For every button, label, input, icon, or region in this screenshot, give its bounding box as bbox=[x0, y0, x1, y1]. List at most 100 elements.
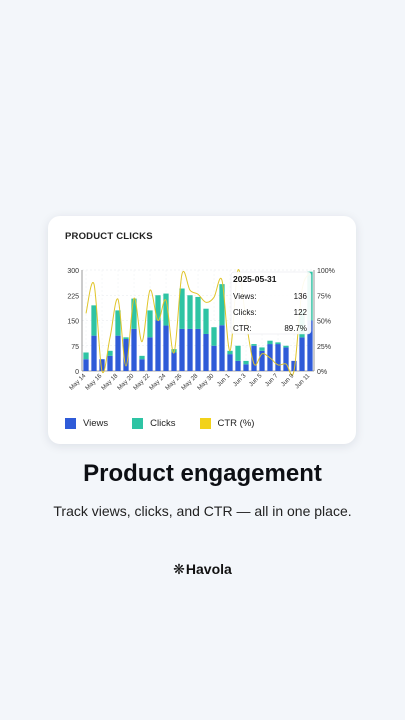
bar-views bbox=[147, 337, 153, 371]
bar-views bbox=[139, 359, 145, 371]
bar-clicks bbox=[139, 355, 145, 360]
bar-views bbox=[227, 354, 233, 371]
bar-views bbox=[283, 347, 289, 371]
bar-views bbox=[99, 359, 105, 371]
bar-clicks bbox=[251, 344, 257, 346]
chart-legend: Views Clicks CTR (%) bbox=[65, 418, 278, 429]
tooltip-label: Views: bbox=[233, 292, 257, 301]
brand-name: Havola bbox=[185, 561, 232, 577]
y-tick-label: 150 bbox=[67, 319, 79, 326]
x-tick-label: Jun 11 bbox=[294, 372, 312, 390]
bar-clicks bbox=[235, 345, 241, 361]
bar-views bbox=[275, 344, 281, 371]
legend-item-ctr[interactable]: CTR (%) bbox=[199, 418, 255, 429]
bar-clicks bbox=[219, 284, 225, 326]
bar-clicks bbox=[91, 305, 97, 336]
bar-clicks bbox=[267, 340, 273, 345]
x-tick-label: Jun 3 bbox=[232, 372, 248, 388]
legend-swatch-clicks bbox=[132, 418, 144, 429]
bar-clicks bbox=[283, 345, 289, 348]
bar-views bbox=[83, 359, 89, 371]
tooltip-value: 89.7% bbox=[284, 324, 307, 333]
y2-tick-label: 0% bbox=[317, 369, 327, 376]
bar-clicks bbox=[131, 298, 137, 329]
bar-clicks bbox=[163, 293, 169, 326]
x-tick-label: Jun 1 bbox=[216, 372, 232, 388]
x-tick-label: Jun 5 bbox=[248, 372, 264, 388]
bar-views bbox=[155, 320, 161, 371]
bar-clicks bbox=[147, 310, 153, 338]
legend-swatch-views bbox=[65, 418, 76, 429]
bar-views bbox=[251, 345, 257, 371]
bar-views bbox=[211, 345, 217, 371]
bar-views bbox=[235, 360, 241, 371]
bar-views bbox=[291, 360, 297, 371]
y2-tick-label: 75% bbox=[317, 293, 331, 300]
bar-clicks bbox=[155, 295, 161, 321]
bar-clicks bbox=[195, 296, 201, 329]
brand-symbol-icon: ❋ bbox=[173, 561, 185, 577]
bar-views bbox=[91, 335, 97, 371]
bar-views bbox=[179, 328, 185, 371]
bar-clicks bbox=[83, 352, 89, 360]
y2-tick-label: 100% bbox=[317, 268, 335, 275]
y2-tick-label: 50% bbox=[317, 319, 331, 326]
bar-views bbox=[219, 325, 225, 371]
bar-views bbox=[195, 328, 201, 371]
bar-clicks bbox=[211, 327, 217, 346]
bar-views bbox=[259, 350, 265, 371]
bar-views bbox=[123, 339, 129, 371]
bar-clicks bbox=[203, 308, 209, 334]
bar-views bbox=[299, 337, 305, 371]
bar-views bbox=[243, 364, 249, 371]
bar-clicks bbox=[275, 342, 281, 345]
tooltip-row-clicks: Clicks: 122 bbox=[233, 308, 307, 317]
bar-clicks bbox=[227, 350, 233, 355]
bar-clicks bbox=[171, 349, 177, 353]
tooltip-row-ctr: CTR: 89.7% bbox=[233, 324, 307, 333]
chart-tooltip: 2025-05-31 Views: 136 Clicks: 122 CTR: 8… bbox=[233, 274, 307, 340]
x-tick-label: Jun 7 bbox=[264, 372, 280, 388]
y2-tick-label: 25% bbox=[317, 344, 331, 351]
ctr-line bbox=[85, 269, 311, 376]
bar-clicks bbox=[259, 347, 265, 351]
bar-clicks bbox=[115, 310, 121, 336]
bar-views bbox=[203, 333, 209, 371]
y-tick-label: 0 bbox=[75, 369, 79, 376]
tooltip-label: CTR: bbox=[233, 324, 252, 333]
bar-views bbox=[171, 352, 177, 371]
bar-views bbox=[163, 325, 169, 371]
bar-views bbox=[187, 328, 193, 371]
bar-views bbox=[307, 320, 313, 371]
bar-clicks bbox=[123, 337, 129, 340]
legend-swatch-ctr bbox=[199, 418, 211, 429]
tooltip-box bbox=[230, 271, 312, 335]
chart-card: PRODUCT CLICKS 0 75 150 225 300 0% 25% 50% 75% 10… bbox=[48, 216, 356, 444]
legend-item-clicks[interactable]: Clicks bbox=[132, 418, 176, 429]
legend-item-views[interactable]: Views bbox=[65, 418, 108, 429]
bar-clicks bbox=[243, 360, 249, 365]
chart-title: PRODUCT CLICKS bbox=[65, 231, 153, 242]
bar-clicks bbox=[179, 288, 185, 329]
brand-logo: ❋Havola bbox=[0, 561, 405, 578]
tooltip-value: 136 bbox=[293, 292, 307, 301]
legend-label: Views bbox=[83, 418, 109, 429]
tooltip-value: 122 bbox=[293, 308, 307, 317]
y-tick-label: 75 bbox=[71, 344, 79, 351]
bar-clicks bbox=[107, 350, 113, 356]
tooltip-row-views: Views: 136 bbox=[233, 292, 307, 301]
tooltip-date: 2025-05-31 bbox=[233, 274, 277, 284]
bar-views bbox=[107, 355, 113, 371]
bar-views bbox=[115, 335, 121, 371]
bar-clicks bbox=[187, 295, 193, 329]
legend-label: Clicks bbox=[150, 418, 176, 429]
tooltip-label: Clicks: bbox=[233, 308, 257, 317]
bar-views bbox=[131, 328, 137, 371]
y-tick-label: 225 bbox=[67, 293, 79, 300]
legend-label: CTR (%) bbox=[217, 418, 255, 429]
y-tick-label: 300 bbox=[67, 268, 79, 275]
x-tick-label: May 30 bbox=[196, 372, 216, 392]
subheadline: Track views, clicks, and CTR — all in on… bbox=[53, 503, 352, 519]
headline: Product engagement bbox=[83, 460, 322, 487]
